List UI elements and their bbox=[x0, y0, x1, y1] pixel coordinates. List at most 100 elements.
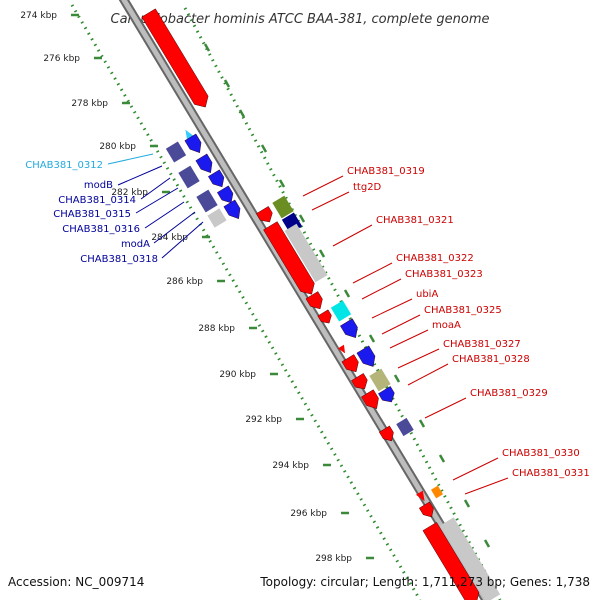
outer-dot-line bbox=[70, 4, 422, 600]
gene-0314-shape bbox=[178, 165, 200, 189]
gene-ttg2D-green bbox=[272, 195, 294, 219]
gene-modB-a-shape bbox=[184, 133, 202, 153]
gene-modA-shape bbox=[196, 189, 218, 213]
kbp-tick-label: 284 kbp bbox=[151, 233, 188, 243]
kbp-tick-label: 294 kbp bbox=[272, 461, 309, 471]
gene-0321 bbox=[263, 221, 315, 295]
gene-0329b-shape bbox=[378, 425, 394, 442]
label-leaders bbox=[107, 153, 509, 495]
gene-0319 bbox=[256, 206, 273, 223]
inner-tick-dash bbox=[463, 499, 471, 508]
gene-forward-bottom-shape bbox=[422, 522, 480, 600]
gene-0322 bbox=[305, 291, 323, 310]
gene-forward-bottom bbox=[422, 522, 480, 600]
gene-label-right: CHAB381_0330 bbox=[502, 448, 580, 459]
inner-tick-dash bbox=[318, 249, 326, 258]
gene-0318 bbox=[223, 199, 241, 219]
kbp-tick-label: 290 kbp bbox=[219, 370, 256, 380]
gene-0330-tri bbox=[415, 490, 425, 502]
gene-labels: CHAB381_0312 modB CHAB381_0314 CHAB381_0315… bbox=[25, 160, 590, 479]
gene-grey-bottom-shape bbox=[439, 517, 501, 600]
leader-right bbox=[397, 348, 440, 369]
kbp-tick-label: 280 kbp bbox=[99, 142, 136, 152]
gene-forward-top-shape bbox=[141, 8, 209, 108]
gene-modB-b-shape bbox=[195, 153, 213, 173]
inner-tick-dash bbox=[343, 289, 351, 298]
gene-grey-bottom bbox=[439, 517, 501, 600]
gene-0325-tri-shape bbox=[337, 344, 346, 354]
gene-label-left: CHAB381_0312 bbox=[25, 160, 103, 171]
gene-0316 bbox=[217, 185, 234, 204]
leader-left bbox=[140, 177, 171, 200]
gene-0323 bbox=[317, 309, 332, 324]
gene-0327 bbox=[341, 354, 359, 373]
gene-0321-grey bbox=[284, 223, 328, 283]
gene-moaA-shape bbox=[356, 345, 376, 367]
gene-0323-cyan bbox=[330, 300, 352, 322]
gene-label-right: CHAB381_0323 bbox=[405, 269, 483, 280]
gene-grey-left bbox=[207, 208, 227, 228]
gene-0328 bbox=[378, 386, 395, 403]
leader-right bbox=[452, 457, 499, 481]
inner-tick-dash bbox=[238, 109, 246, 118]
leader-left bbox=[117, 165, 163, 186]
inner-tick-dash bbox=[368, 334, 376, 343]
inner-tick-dash bbox=[260, 144, 268, 153]
gene-0323-cyan-shape bbox=[330, 300, 352, 322]
gene-0314 bbox=[178, 165, 200, 189]
leader-right bbox=[389, 329, 429, 349]
gene-0327-shape bbox=[341, 354, 359, 373]
map-title: Campylobacter hominis ATCC BAA-381, comp… bbox=[111, 12, 490, 27]
inner-tick-dash bbox=[393, 374, 401, 383]
kbp-tick-label: 278 kbp bbox=[71, 99, 108, 109]
leader-right bbox=[352, 262, 393, 284]
gene-0330-orange-shape bbox=[430, 485, 444, 499]
gene-label-right: ubiA bbox=[416, 289, 438, 300]
gene-label-left: CHAB381_0318 bbox=[80, 254, 158, 265]
gene-label-left: CHAB381_0314 bbox=[58, 195, 136, 206]
gene-0329-dark bbox=[396, 417, 414, 437]
inner-tick-dash bbox=[278, 179, 286, 188]
gene-0329 bbox=[361, 389, 379, 409]
kbp-tick-label: 276 kbp bbox=[43, 54, 80, 64]
gene-label-right: CHAB381_0331 bbox=[512, 468, 590, 479]
gene-0331-shape bbox=[418, 501, 434, 518]
gene-label-right: CHAB381_0328 bbox=[452, 354, 530, 365]
gene-label-right: CHAB381_0329 bbox=[470, 388, 548, 399]
inner-tick-dash bbox=[483, 539, 491, 548]
gene-0330-orange bbox=[430, 485, 444, 499]
gene-label-left: modA bbox=[121, 239, 150, 250]
gene-0321-grey-shape bbox=[284, 223, 328, 283]
gene-label-right: ttg2D bbox=[353, 182, 382, 193]
kbp-ticks: 274 kbp 276 kbp 278 kbp 280 kbp 282 kbp 284 k… bbox=[20, 11, 374, 564]
leader-right bbox=[302, 175, 344, 197]
gene-0315 bbox=[208, 169, 225, 188]
gene-label-right: moaA bbox=[432, 320, 461, 331]
topology-text: Topology: circular; Length: 1,711,273 bp… bbox=[259, 575, 590, 589]
leader-left bbox=[153, 211, 196, 244]
kbp-tick-label: 292 kbp bbox=[245, 415, 282, 425]
gene-ttg2D-green-shape bbox=[272, 195, 294, 219]
inner-tick-dash bbox=[223, 79, 231, 88]
leader-right bbox=[407, 363, 449, 386]
gene-label-right: CHAB381_0321 bbox=[376, 215, 454, 226]
kbp-tick-label: 296 kbp bbox=[290, 509, 327, 519]
leader-left bbox=[144, 201, 185, 229]
inner-tick-dash bbox=[438, 454, 446, 463]
inner-dot-line bbox=[183, 7, 502, 600]
gene-0329-shape bbox=[361, 389, 379, 409]
inner-tick-dash bbox=[298, 214, 306, 223]
gene-modB-b bbox=[195, 153, 213, 173]
gene-0319-shape bbox=[256, 206, 273, 223]
gene-0329b bbox=[378, 425, 394, 442]
gene-0321-shape bbox=[263, 221, 315, 295]
gene-modA bbox=[196, 189, 218, 213]
gene-0331 bbox=[418, 501, 434, 518]
gene-modB-a bbox=[184, 133, 202, 153]
leader-right bbox=[424, 397, 467, 419]
gene-0328-red bbox=[351, 373, 368, 390]
gene-label-right: CHAB381_0325 bbox=[424, 305, 502, 316]
gene-ubiA-shape bbox=[340, 318, 358, 338]
gene-0330-tri-shape bbox=[415, 490, 425, 502]
gene-0312-block bbox=[165, 141, 187, 163]
